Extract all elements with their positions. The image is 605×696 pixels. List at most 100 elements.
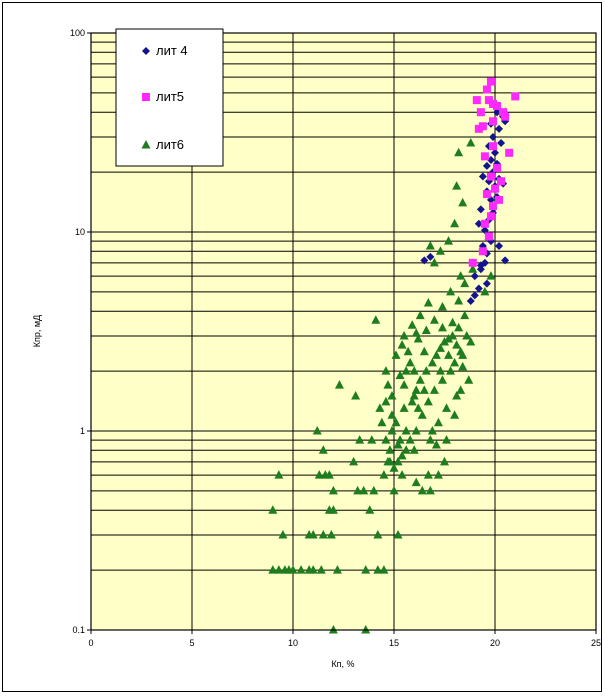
data-point (420, 256, 429, 265)
data-point (433, 417, 443, 427)
legend-marker (142, 93, 150, 101)
data-point (458, 350, 468, 359)
data-point (296, 565, 306, 574)
data-point (505, 148, 514, 157)
data-point (328, 505, 338, 514)
data-point (411, 477, 421, 487)
data-point (486, 156, 495, 165)
data-point (417, 485, 427, 495)
grid-lines (90, 33, 597, 631)
data-point (450, 218, 460, 228)
data-point (464, 375, 474, 384)
data-point (450, 410, 460, 419)
data-point (454, 322, 464, 332)
data-point (351, 390, 361, 400)
data-point (411, 426, 421, 435)
data-point (288, 565, 298, 574)
data-point (454, 296, 464, 305)
data-point (476, 261, 485, 270)
data-point (488, 202, 497, 211)
data-point (419, 385, 429, 394)
data-point (458, 197, 468, 207)
data-point (318, 530, 328, 539)
data-point (399, 380, 409, 389)
data-point (423, 470, 433, 479)
data-point (389, 463, 399, 472)
data-point (495, 242, 504, 251)
data-point (316, 565, 326, 574)
data-point (493, 108, 502, 117)
legend-label-lit4: лит 4 (156, 43, 188, 58)
data-point (274, 565, 284, 574)
data-point (472, 96, 481, 105)
y-tick-label: 10 (75, 227, 85, 237)
data-point (308, 565, 318, 574)
data-point (486, 212, 495, 221)
legend-marker (141, 140, 151, 149)
data-point (312, 426, 322, 435)
data-point (373, 565, 383, 574)
data-point (470, 291, 479, 300)
data-point (353, 485, 363, 495)
data-point (379, 470, 389, 479)
data-point (476, 108, 485, 117)
data-point (409, 390, 419, 400)
data-point (480, 152, 489, 161)
data-point (395, 370, 405, 380)
x-tick-label: 25 (591, 638, 601, 648)
data-point (474, 219, 483, 228)
data-point (466, 138, 476, 147)
data-point (466, 337, 476, 346)
legend-box (115, 28, 224, 167)
data-point (488, 142, 497, 151)
data-point (456, 385, 466, 394)
x-tick-label: 15 (389, 638, 399, 648)
legend: лит 4 лит5 лит6 (115, 28, 224, 167)
data-point (486, 172, 495, 181)
data-point (482, 190, 491, 199)
legend-label-lit6: лит6 (156, 137, 184, 152)
data-point (435, 366, 445, 375)
data-point (474, 284, 483, 293)
data-point (397, 340, 407, 349)
data-point (421, 325, 431, 334)
data-point (274, 470, 284, 479)
data-point (495, 195, 504, 204)
data-point (488, 99, 497, 108)
data-point (385, 456, 395, 466)
data-point (397, 450, 407, 460)
data-point (442, 403, 452, 412)
legend-label-lit5: лит5 (156, 89, 184, 104)
data-point (444, 236, 454, 245)
data-point (426, 252, 435, 261)
data-point (499, 108, 508, 117)
data-point (401, 426, 411, 435)
data-point (480, 226, 489, 235)
data-point (403, 346, 413, 356)
data-point (268, 565, 278, 574)
data-point (468, 258, 477, 267)
data-point (411, 328, 421, 337)
data-point (399, 331, 409, 340)
data-point (466, 297, 475, 306)
data-point (431, 350, 441, 359)
data-point (425, 241, 435, 250)
data-point (452, 390, 462, 400)
data-point (387, 426, 397, 435)
data-point (425, 485, 435, 495)
data-point (361, 625, 371, 634)
data-point (435, 343, 445, 352)
data-point (278, 530, 288, 539)
data-point (373, 530, 383, 539)
data-point (425, 435, 435, 444)
data-point (440, 456, 449, 466)
data-point (448, 331, 458, 340)
data-point (361, 565, 371, 574)
scatter-chart: 0 5 10 15 20 25 0.1 1 10 100 лит 4 лит5 лит6 Кп, … (32, 28, 601, 669)
data-point (429, 315, 439, 324)
data-point (355, 435, 365, 444)
data-point (480, 219, 489, 228)
data-point (385, 445, 395, 454)
data-point (413, 403, 423, 412)
data-point (401, 366, 411, 375)
